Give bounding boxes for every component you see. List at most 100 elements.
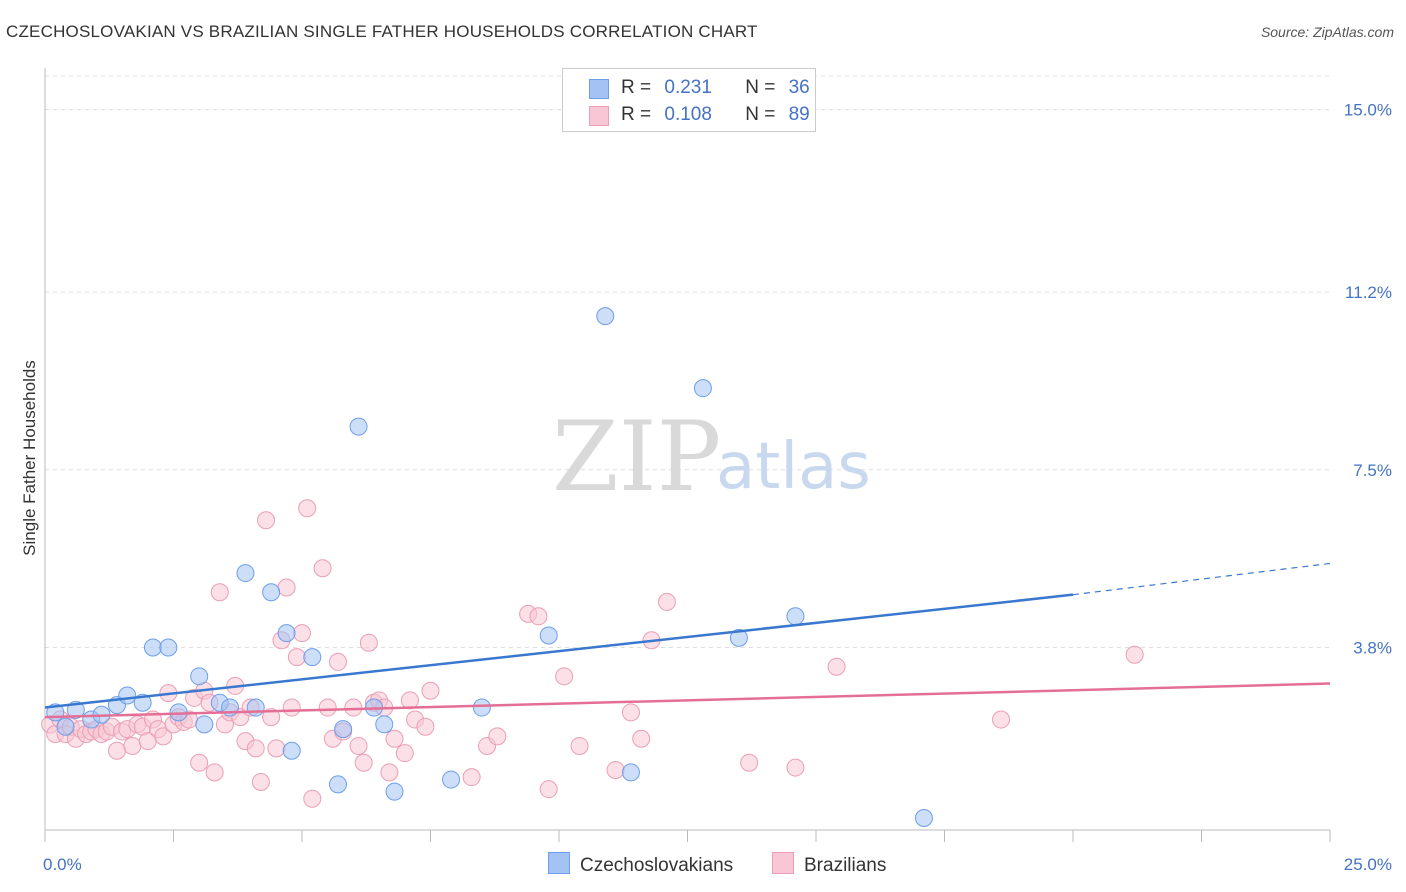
- brazilians-point: [287, 648, 306, 667]
- brazilians-point: [529, 607, 548, 626]
- czechoslovakians-point: [143, 638, 162, 657]
- chart-title: CZECHOSLOVAKIAN VS BRAZILIAN SINGLE FATH…: [6, 22, 758, 41]
- source-label: Source: ZipAtlas.com: [1260, 24, 1394, 40]
- brazilians-point: [313, 559, 332, 578]
- czechoslovakians-point: [472, 698, 491, 717]
- brazilians-point: [621, 703, 640, 722]
- brazilians-point: [555, 667, 574, 686]
- czechoslovakians-point: [596, 307, 615, 326]
- czechoslovakians-point: [246, 698, 265, 717]
- czechoslovakians-point: [729, 628, 748, 647]
- czechoslovakians-point: [442, 770, 461, 789]
- watermark-zip: ZIP: [552, 401, 721, 513]
- brazilians-point: [1125, 645, 1144, 664]
- y-tick-label: 11.2%: [1345, 283, 1392, 302]
- brazilians-point: [606, 760, 625, 779]
- brazilians-point: [267, 739, 286, 758]
- brazilians-point: [657, 592, 676, 611]
- brazilians-point: [462, 768, 481, 787]
- watermark-atlas: atlas: [716, 430, 871, 504]
- legend-r-value-czechoslovakians: 0.231: [664, 77, 712, 98]
- legend-n-value-brazilians: 89: [788, 104, 810, 125]
- legend-swatch-pink: [589, 106, 609, 126]
- brazilians-point: [380, 763, 399, 782]
- czechoslovakians-point: [277, 624, 296, 643]
- czechoslovakians-point: [621, 763, 640, 782]
- czechoslovakians-point: [334, 720, 353, 739]
- y-tick-label: 15.0%: [1344, 101, 1392, 120]
- x-tick-labels: 0.0% 25.0%: [43, 855, 1392, 874]
- brazilians-point: [488, 727, 507, 746]
- x-tick-label: 25.0%: [1344, 855, 1392, 874]
- brazilians-point: [262, 708, 281, 727]
- y-tick-label: 7.5%: [1353, 461, 1392, 480]
- czechoslovakians-point: [375, 715, 394, 734]
- brazilians-point: [827, 657, 846, 676]
- brazilians-point: [107, 741, 126, 760]
- brazilians-point: [344, 698, 363, 717]
- czechoslovakians-points: [46, 307, 933, 827]
- czechoslovakians-point: [236, 564, 255, 583]
- brazilians-point: [786, 758, 805, 777]
- brazilians-point: [154, 727, 173, 746]
- brazilians-point: [190, 753, 209, 772]
- czechoslovakians-trend-line: [44, 593, 1074, 709]
- x-tick-label: 0.0%: [43, 855, 82, 874]
- brazilians-point: [303, 789, 322, 808]
- brazilians-point: [570, 736, 589, 755]
- series-label-brazilians: Brazilians: [804, 855, 887, 876]
- czechoslovakians-point: [282, 741, 301, 760]
- brazilians-point: [210, 583, 229, 602]
- czechoslovakians-point: [159, 638, 178, 657]
- brazilians-point: [123, 736, 142, 755]
- czechoslovakians-point: [303, 648, 322, 667]
- legend-n-value-czechoslovakians: 36: [788, 77, 810, 98]
- brazilians-point: [385, 729, 404, 748]
- czechoslovakians-point: [349, 417, 368, 436]
- czechoslovakians-point: [195, 715, 214, 734]
- series-label-czechoslovakians: Czechoslovakians: [580, 855, 734, 876]
- czechoslovakians-point: [328, 775, 347, 794]
- brazilians-points: [41, 499, 1144, 808]
- czechoslovakians-trend-extension: [1072, 562, 1331, 596]
- brazilians-point: [318, 698, 337, 717]
- czechoslovakians-point: [786, 607, 805, 626]
- brazilians-point: [298, 499, 317, 518]
- brazilians-point: [416, 717, 435, 736]
- brazilians-point: [251, 772, 270, 791]
- series-legend-czechoslovakians: Czechoslovakians: [548, 852, 733, 877]
- series-swatch-blue: [548, 852, 570, 874]
- legend-r-label: R =: [621, 77, 652, 98]
- grid-lines: [45, 75, 1330, 649]
- legend-r-value-brazilians: 0.108: [664, 104, 712, 125]
- czechoslovakians-point: [56, 717, 75, 736]
- czechoslovakians-point: [262, 583, 281, 602]
- czechoslovakians-point: [539, 626, 558, 645]
- brazilians-point: [395, 744, 414, 763]
- czechoslovakians-point: [693, 379, 712, 398]
- legend-r-label: R =: [621, 104, 652, 125]
- brazilians-point: [740, 753, 759, 772]
- czechoslovakians-point: [190, 667, 209, 686]
- brazilians-point: [277, 578, 296, 597]
- czechoslovakians-point: [385, 782, 404, 801]
- brazilians-point: [328, 652, 347, 671]
- y-axis-label: Single Father Households: [20, 360, 39, 556]
- brazilians-point: [293, 624, 311, 643]
- brazilians-point: [257, 511, 276, 530]
- legend-swatch-blue: [589, 79, 609, 99]
- brazilians-point: [632, 729, 651, 748]
- correlation-legend: R = 0.231 N = 36 R = 0.108 N = 89: [562, 68, 816, 132]
- brazilians-point: [421, 681, 440, 700]
- axes: [44, 68, 1331, 842]
- y-tick-labels: 3.8% 7.5% 11.2% 15.0%: [1344, 101, 1392, 658]
- y-tick-label: 3.8%: [1353, 639, 1392, 658]
- legend-n-label: N =: [745, 104, 776, 125]
- czechoslovakians-point: [118, 686, 137, 705]
- series-swatch-pink: [772, 852, 794, 874]
- brazilians-point: [282, 698, 301, 717]
- brazilians-point: [354, 753, 373, 772]
- brazilians-point: [359, 633, 378, 652]
- czechoslovakians-point: [914, 808, 933, 827]
